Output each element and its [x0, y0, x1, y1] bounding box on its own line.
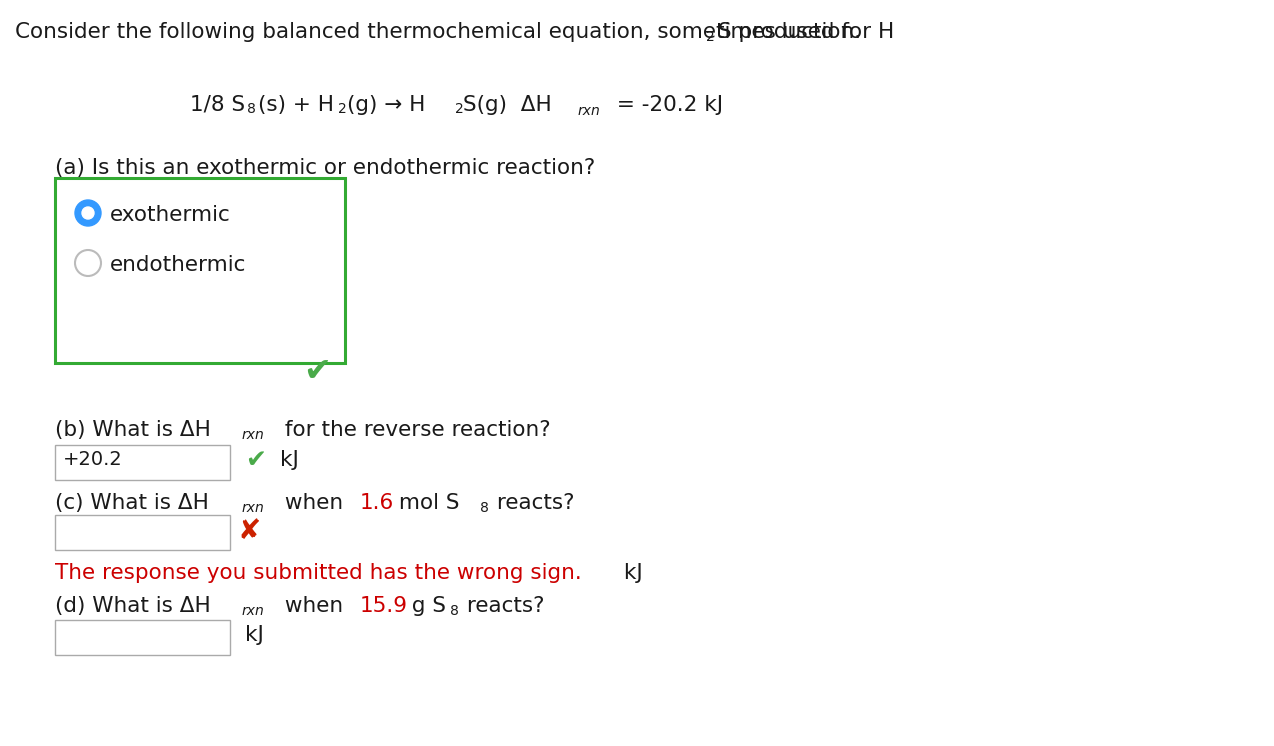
Circle shape: [75, 200, 101, 226]
Text: rxn: rxn: [242, 501, 265, 515]
Text: +20.2: +20.2: [62, 450, 122, 469]
Text: 15.9: 15.9: [361, 596, 408, 616]
FancyBboxPatch shape: [55, 515, 231, 550]
FancyBboxPatch shape: [55, 445, 231, 480]
FancyBboxPatch shape: [55, 620, 231, 655]
Text: rxn: rxn: [242, 428, 265, 442]
Text: ✔: ✔: [245, 448, 266, 472]
Text: 2: 2: [338, 102, 347, 116]
Text: reacts?: reacts?: [490, 493, 575, 513]
Text: rxn: rxn: [242, 604, 265, 618]
Text: endothermic: endothermic: [110, 255, 246, 275]
Text: (g) → H: (g) → H: [347, 95, 426, 115]
Text: rxn: rxn: [578, 104, 601, 118]
Text: = -20.2 kJ: = -20.2 kJ: [610, 95, 724, 115]
FancyBboxPatch shape: [55, 178, 345, 363]
Text: 1.6: 1.6: [361, 493, 394, 513]
Text: kJ: kJ: [617, 563, 643, 583]
Text: Consider the following balanced thermochemical equation, sometimes used for H: Consider the following balanced thermoch…: [15, 22, 894, 42]
Circle shape: [82, 207, 94, 219]
Text: reacts?: reacts?: [460, 596, 544, 616]
Text: (d) What is ΔH: (d) What is ΔH: [55, 596, 210, 616]
Text: kJ: kJ: [280, 450, 299, 470]
Text: 8: 8: [450, 604, 459, 618]
Text: for the reverse reaction?: for the reverse reaction?: [278, 420, 550, 440]
Text: The response you submitted has the wrong sign.: The response you submitted has the wrong…: [55, 563, 582, 583]
Text: (a) Is this an exothermic or endothermic reaction?: (a) Is this an exothermic or endothermic…: [55, 158, 595, 178]
Text: kJ: kJ: [245, 625, 264, 645]
Text: when: when: [278, 596, 350, 616]
Circle shape: [75, 250, 101, 276]
Text: g S: g S: [405, 596, 446, 616]
Text: (s) + H: (s) + H: [259, 95, 334, 115]
Text: ✔: ✔: [303, 355, 331, 388]
Text: 8: 8: [480, 501, 489, 515]
Text: (b) What is ΔH: (b) What is ΔH: [55, 420, 211, 440]
Text: 2: 2: [455, 102, 464, 116]
Text: (c) What is ΔH: (c) What is ΔH: [55, 493, 209, 513]
Text: when: when: [278, 493, 350, 513]
Text: S(g)  ΔH: S(g) ΔH: [462, 95, 552, 115]
Text: mol S: mol S: [392, 493, 460, 513]
Text: 2: 2: [706, 30, 715, 44]
Text: S production.: S production.: [719, 22, 861, 42]
Text: exothermic: exothermic: [110, 205, 231, 225]
Text: ✘: ✘: [238, 517, 261, 545]
Text: 1/8 S: 1/8 S: [190, 95, 245, 115]
Text: 8: 8: [247, 102, 256, 116]
